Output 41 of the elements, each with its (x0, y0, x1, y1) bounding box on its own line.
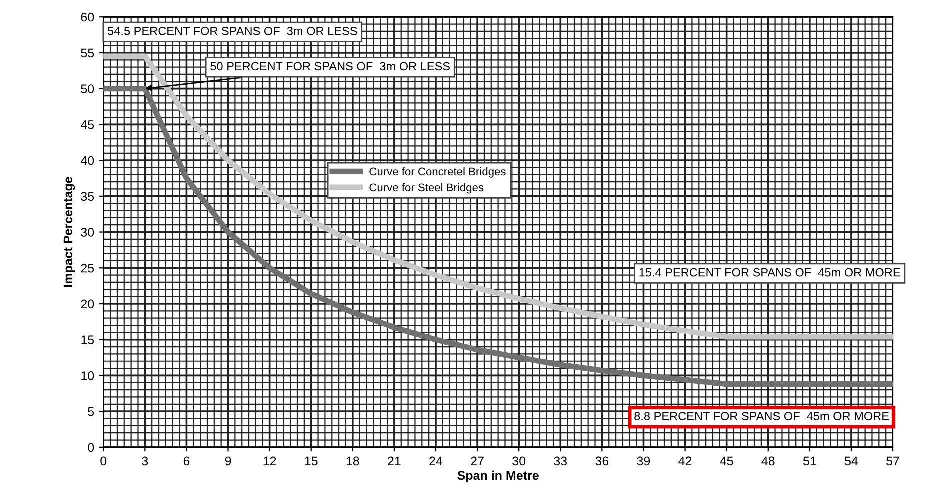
y-tick-label: 15 (82, 336, 94, 345)
y-tick-label: 40 (80, 156, 94, 166)
x-tick-label: 27 (471, 456, 484, 466)
legend-label: Curve for Steel Bridges (370, 183, 484, 194)
x-tick-label: 24 (430, 456, 443, 466)
annotation: 50 PERCENT FOR SPANS OF 3m OR LESS (210, 62, 450, 71)
x-tick-label: 9 (225, 456, 232, 466)
y-tick-label: 60 (81, 12, 94, 22)
y-axis-title: Impact Percentage (64, 177, 76, 288)
y-tick-label: 45 (80, 120, 94, 130)
x-tick-label: 45 (720, 456, 734, 466)
x-tick-label: 42 (678, 456, 692, 466)
x-tick-label: 3 (142, 456, 148, 466)
x-tick-label: 30 (512, 456, 526, 466)
x-tick-label: 21 (388, 456, 401, 466)
x-tick-label: 0 (100, 456, 107, 466)
annotation: 15.4 PERCENT FOR SPANS OF 45m OR MORE (640, 268, 900, 277)
x-tick-label: 57 (886, 456, 900, 466)
x-tick-label: 6 (184, 456, 190, 466)
x-tick-label: 36 (596, 456, 609, 466)
y-tick-label: 30 (81, 228, 94, 237)
y-tick-label: 55 (81, 48, 94, 58)
annotation: 8.8 PERCENT FOR SPANS OF 45m OR MORE (634, 412, 889, 420)
y-tick-label: 0 (88, 443, 94, 452)
x-tick-label: 15 (305, 456, 318, 466)
x-tick-label: 39 (637, 456, 650, 466)
y-tick-label: 25 (81, 264, 94, 273)
annotation: 54.5 PERCENT FOR SPANS OF 3m OR LESS (108, 26, 358, 36)
x-axis-title: Span in Metre (458, 470, 539, 483)
x-tick-label: 48 (762, 456, 775, 466)
y-tick-label: 5 (88, 408, 94, 416)
x-tick-label: 33 (554, 456, 568, 466)
y-tick-label: 20 (81, 300, 94, 309)
y-tick-label: 10 (82, 372, 94, 380)
x-tick-label: 12 (264, 456, 276, 466)
y-tick-label: 35 (81, 192, 94, 202)
x-tick-label: 18 (346, 456, 360, 466)
y-tick-label: 50 (81, 84, 94, 94)
x-tick-label: 51 (803, 456, 816, 466)
x-tick-label: 54 (845, 456, 858, 466)
legend-label: Curve for Concretel Bridges (370, 168, 506, 178)
